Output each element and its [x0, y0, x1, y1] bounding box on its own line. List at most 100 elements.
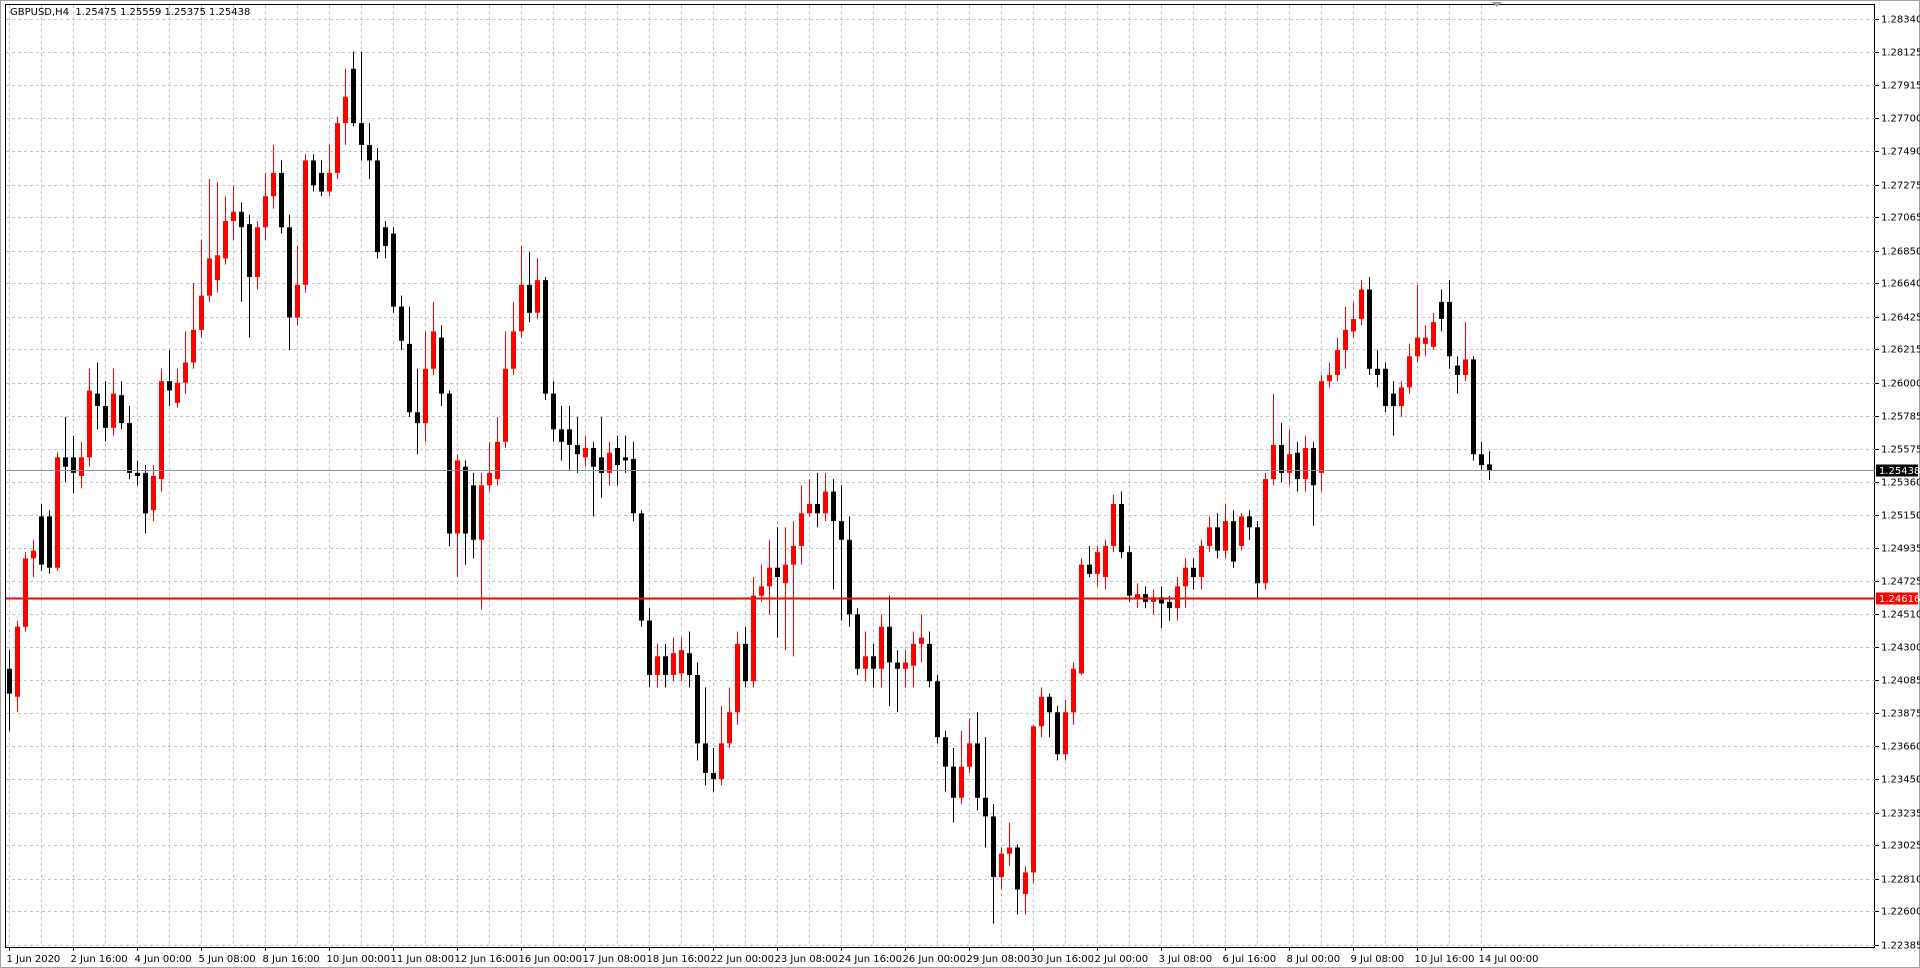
candle-body: [279, 172, 284, 228]
candle-body: [839, 521, 844, 540]
candle-body: [783, 564, 788, 584]
candle-body: [767, 567, 772, 587]
candle-body: [487, 472, 492, 486]
candle-body: [303, 160, 308, 285]
candle-body: [431, 331, 436, 369]
candle-body: [1383, 368, 1388, 407]
candle-body: [1167, 601, 1172, 609]
candle-body: [239, 211, 244, 228]
x-tick-label: 17 Jun 08:00: [583, 954, 647, 965]
candle-body: [87, 390, 92, 458]
candle-body: [1407, 356, 1412, 388]
x-tick-label: 6 Jul 16:00: [1223, 954, 1277, 965]
candle-body: [1103, 545, 1108, 578]
candle-body: [127, 423, 132, 473]
candle-body: [591, 448, 596, 467]
candle-body: [1423, 337, 1428, 344]
candle-body: [191, 329, 196, 363]
candle-body: [551, 393, 556, 430]
candle-body: [791, 545, 796, 565]
candle-body: [359, 123, 364, 145]
y-tick-label: 1.24725: [1881, 577, 1920, 588]
candle-body: [871, 656, 876, 669]
candle-body: [1271, 444, 1276, 480]
x-tick-label: 5 Jun 08:00: [199, 954, 256, 965]
candles: [7, 51, 1492, 924]
candle-body: [455, 460, 460, 534]
y-tick-label: 1.23875: [1881, 709, 1920, 720]
candle-body: [495, 441, 500, 480]
candle-body: [959, 766, 964, 798]
candle-body: [1199, 545, 1204, 578]
candle-body: [751, 595, 756, 682]
candle-body: [943, 737, 948, 767]
candle-body: [567, 429, 572, 445]
candle-body: [719, 743, 724, 780]
candle-body: [1399, 387, 1404, 407]
candle-body: [231, 211, 236, 222]
candle-body: [1415, 337, 1420, 357]
candle-body: [39, 516, 44, 565]
candle-body: [711, 772, 716, 780]
y-tick-label: 1.28125: [1881, 48, 1920, 59]
candle-body: [1351, 319, 1356, 332]
candle-body: [1151, 597, 1156, 602]
candle-body: [175, 382, 180, 403]
candle-body: [855, 614, 860, 669]
candle-body: [743, 643, 748, 682]
candle-body: [479, 485, 484, 540]
x-tick-label: 8 Jun 16:00: [263, 954, 320, 965]
candle-body: [703, 743, 708, 773]
candle-body: [367, 144, 372, 161]
candle-body: [7, 668, 12, 694]
candle-body: [1031, 726, 1036, 873]
y-tick-label: 1.22600: [1881, 907, 1920, 918]
candle-body: [1087, 564, 1092, 574]
candle-body: [1023, 872, 1028, 895]
y-tick-label: 1.27490: [1881, 147, 1920, 158]
candle-body: [1455, 365, 1460, 375]
candle-body: [863, 656, 868, 669]
candle-body: [271, 172, 276, 197]
candle-body: [1471, 359, 1476, 455]
candle-body: [695, 674, 700, 744]
candle-body: [111, 393, 116, 428]
plot-border: [5, 4, 1875, 948]
y-tick-label: 1.27700: [1881, 114, 1920, 125]
x-tick-label: 8 Jul 00:00: [1287, 954, 1341, 965]
candle-body: [223, 221, 228, 259]
candle-body: [415, 412, 420, 424]
candle-body: [775, 567, 780, 578]
candle-body: [951, 766, 956, 798]
candle-body: [1311, 448, 1316, 486]
y-tick-label: 1.22810: [1881, 875, 1920, 886]
y-tick-label: 1.25575: [1881, 445, 1920, 456]
candle-body: [55, 457, 60, 568]
x-tick-label: 2 Jul 00:00: [1095, 954, 1149, 965]
candle-body: [159, 381, 164, 480]
candle-body: [503, 368, 508, 442]
shift-marker[interactable]: [1492, 2, 1502, 7]
candle-body: [407, 343, 412, 413]
candle-body: [327, 172, 332, 192]
candle-body: [983, 797, 988, 817]
x-tick-label: 11 Jun 08:00: [391, 954, 455, 965]
candle-body: [575, 444, 580, 455]
candle-body: [663, 656, 668, 675]
x-tick-label: 10 Jun 00:00: [327, 954, 391, 965]
candle-body: [263, 196, 268, 228]
candle-body: [319, 172, 324, 192]
candle-body: [927, 643, 932, 682]
candle-body: [1375, 368, 1380, 375]
candle-body: [735, 643, 740, 713]
candle-body: [1127, 552, 1132, 596]
candle-body: [727, 712, 732, 744]
candle-body: [655, 656, 660, 675]
candle-body: [679, 650, 684, 674]
x-tick-label: 4 Jun 00:00: [135, 954, 192, 965]
candle-body: [1263, 479, 1268, 584]
candle-body: [895, 662, 900, 669]
candle-body: [799, 513, 804, 546]
candle-body: [79, 457, 84, 476]
candle-body: [647, 620, 652, 675]
